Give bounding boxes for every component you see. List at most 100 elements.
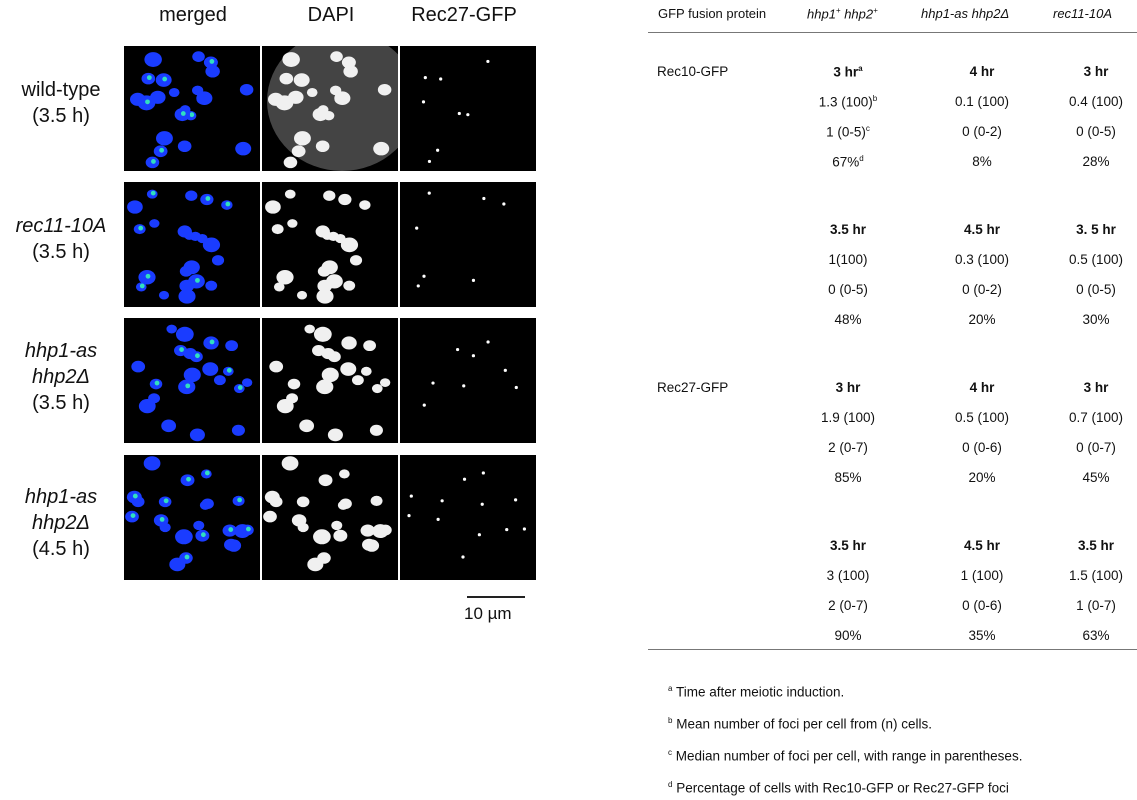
cell-value: 0 (0-6) [962,440,1002,455]
gfp-focus [486,59,490,64]
nucleus [156,131,173,146]
nucleus [339,498,352,510]
nucleus [321,367,339,383]
row-label-line: hhp1-as [24,486,98,508]
dapi-micrograph [262,318,398,443]
header-sup: + [873,6,878,15]
cell-value: 4 hr [969,64,995,79]
cell-value: 0.5 (100) [954,410,1010,425]
nucleus [373,141,390,156]
cell-value: 3 (100) [826,568,870,583]
gfp-focus [407,513,411,518]
gfp-focus [195,277,200,283]
nucleus [211,255,225,266]
gfp-focus [151,159,156,164]
nucleus [315,225,330,238]
gfp-focus [228,527,234,532]
nucleus [202,362,219,376]
nucleus [288,90,304,104]
nucleus [364,539,380,552]
cell-value: 1.3 (100) [818,94,873,110]
table-cell-time: 3.5 hr [1041,538,1137,553]
footnote-marker: b [872,94,878,103]
nucleus [269,360,284,373]
dapi-micrograph [262,46,398,171]
cell-value: 4.5 hr [963,538,1001,553]
cell-value: 1 (0-7) [1076,598,1116,613]
nucleus [313,326,332,342]
micrograph-image [263,456,392,572]
gfp-focus [209,59,215,64]
table-cell-mean: 1 (100) [927,568,1037,583]
cell-value: 3.5 hr [1077,538,1115,553]
table-cell-pct: 8% [927,154,1037,169]
footnote: c Median number of foci per cell, with r… [668,748,1022,764]
cell-value: 20% [968,312,996,327]
footnote-marker: a [668,684,673,693]
gfp-focus [427,159,432,164]
gfp-focus [427,191,431,195]
footnote-marker: c [668,748,672,757]
micrograph-image [269,324,391,442]
gfp-focus [422,403,426,407]
gfp-focus [480,502,484,506]
nucleus [129,92,146,106]
merged-micrograph [124,455,260,580]
gfp-focus [130,513,136,518]
nucleus [144,52,162,67]
footnote: d Percentage of cells with Rec10-GFP or … [668,780,1009,796]
cell-value: 1.5 (100) [1068,568,1124,583]
table-cell-pct: 48% [793,312,903,327]
nucleus [140,399,156,412]
gfp-focus [486,340,490,344]
cell-value: 2 (0-7) [828,598,868,613]
nucleus [343,280,356,291]
micrograph-image [131,324,253,442]
table-cell-mean: 0.5 (100) [927,410,1037,425]
gfp-focus [209,339,215,345]
table-cell-pct: 20% [927,312,1037,327]
gfp-focus [186,476,191,482]
footnote-text: Median number of foci per cell, with ran… [672,748,1023,764]
micrograph-image [129,51,254,169]
nucleus [341,56,356,69]
nucleus [178,289,196,304]
cell-value: 35% [968,628,996,643]
nucleus [177,225,192,238]
nucleus [317,552,331,564]
table-cell-time: 3.5 hr [793,538,903,553]
gfp-micrograph [400,182,536,307]
table-cell-median: 2 (0-7) [793,598,903,613]
table-cell-time: 3.5 hr [793,222,903,237]
table-cell-time: 3 hr [1041,64,1137,79]
table-cell-median: 0 (0-2) [927,124,1037,139]
gfp-focus [179,347,184,352]
table-cell-time: 3 hra [793,64,903,80]
cell-value: 3. 5 hr [1076,222,1116,237]
gfp-focus [159,147,165,153]
gfp-focus [225,201,231,207]
gfp-focus [481,471,485,475]
nucleus [168,87,180,98]
nucleus [341,336,357,350]
table-cell-median: 1 (0-7) [1041,598,1137,613]
table-cell-mean: 1(100) [793,252,903,267]
cell-value: 0 (0-5) [1076,282,1116,297]
cell-value: 3.5 hr [829,538,867,553]
gfp-focus [415,226,419,230]
footnote-marker: d [668,780,673,789]
nucleus [185,190,198,201]
micrograph-image [267,46,398,171]
footnote-marker: d [859,154,864,163]
column-header-merged: merged [159,4,227,26]
gfp-focus [455,347,460,352]
nucleus [328,351,341,363]
nucleus [175,529,193,545]
dapi-micrograph [262,455,398,580]
nucleus [370,495,383,506]
nucleus [225,340,239,352]
nucleus [284,189,296,199]
row-label-line: rec11-10A [15,215,107,237]
cell-value: 67% [832,154,860,170]
table-cell-median: 2 (0-7) [793,440,903,455]
